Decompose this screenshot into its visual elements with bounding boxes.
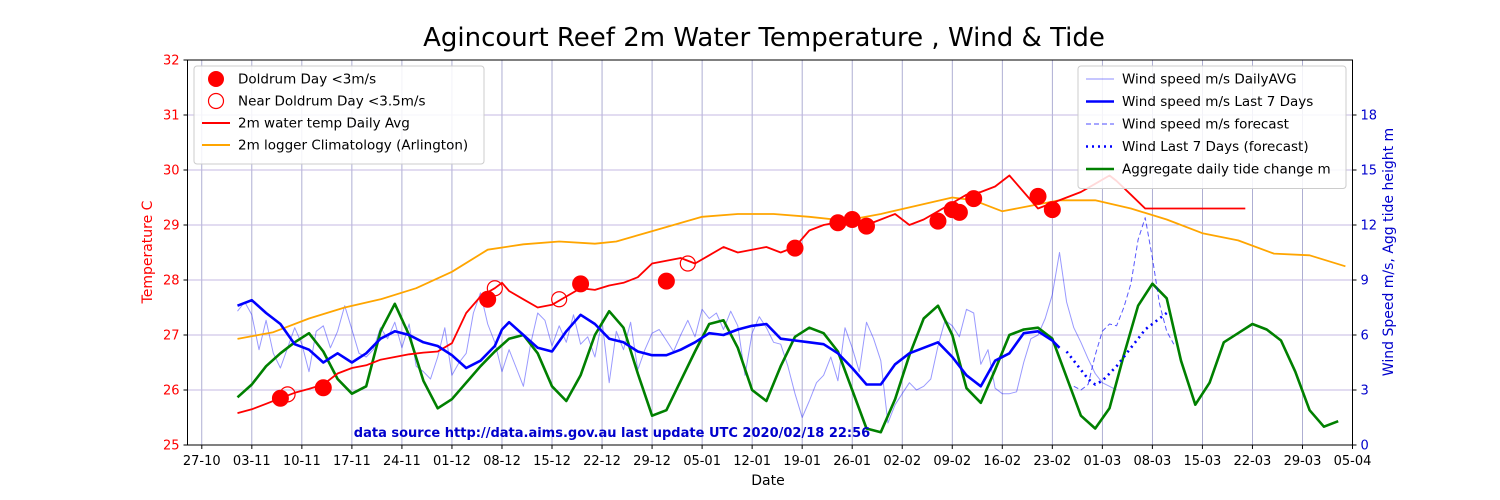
x-tick-label: 08-12 — [483, 454, 521, 469]
y-left-tick-label: 32 — [163, 54, 180, 69]
series-layer — [236, 174, 1346, 434]
y-left-tick-label: 27 — [163, 329, 180, 344]
marker-layer — [271, 187, 1061, 407]
doldrum-marker — [829, 214, 847, 232]
legend-swatch-near-doldrum — [207, 92, 225, 110]
x-tick-label: 02-02 — [883, 454, 921, 469]
x-tick-label: 16-02 — [983, 454, 1021, 469]
x-tick-label: 29-03 — [1284, 454, 1322, 469]
y-left-tick-label: 31 — [163, 109, 180, 124]
y-right-tick-label: 6 — [1361, 329, 1369, 344]
y-left-tick-label: 28 — [163, 274, 180, 289]
data-source-note: data source http://data.aims.gov.au last… — [354, 426, 870, 441]
x-tick-label: 05-04 — [1334, 454, 1372, 469]
doldrum-marker — [950, 203, 968, 221]
near-doldrum-marker — [486, 280, 503, 297]
x-tick-label: 01-03 — [1083, 454, 1121, 469]
legend-label: Aggregate daily tide change m — [1122, 162, 1331, 178]
legend-box — [1077, 65, 1347, 189]
legend-label: Near Doldrum Day <3.5m/s — [238, 94, 426, 110]
doldrum-marker — [479, 290, 497, 308]
x-tick-label: 22-12 — [583, 454, 621, 469]
legend-swatch-doldrum — [208, 71, 224, 87]
x-tick-label: 01-12 — [433, 454, 471, 469]
x-tick-label: 23-02 — [1033, 454, 1071, 469]
climatology-line — [237, 196, 1346, 340]
legend-right: Wind speed m/s DailyAVG Wind speed m/s La… — [1077, 65, 1347, 189]
wind-daily-avg-line — [237, 252, 1117, 424]
near-doldrum-marker — [279, 386, 296, 403]
wind-7day-line — [237, 298, 1061, 388]
x-tick-label: 22-03 — [1234, 454, 1272, 469]
y-left-tick-label: 25 — [163, 439, 180, 454]
axes: 27-10 03-11 10-11 17-11 24-11 01-12 08-12 15-12… — [163, 54, 1377, 470]
y-left-tick-label: 26 — [163, 384, 180, 399]
x-tick-label: 26-01 — [833, 454, 871, 469]
legend-label: Wind speed m/s forecast — [1122, 117, 1289, 133]
y-right-tick-label: 9 — [1361, 274, 1369, 289]
y-right-tick-label: 15 — [1361, 164, 1378, 179]
x-tick-label: 10-11 — [283, 454, 321, 469]
x-tick-label: 19-01 — [783, 454, 821, 469]
chart-title: Agincourt Reef 2m Water Temperature , Wi… — [423, 23, 1105, 53]
x-tick-label: 12-01 — [733, 454, 771, 469]
x-tick-label: 05-01 — [683, 454, 721, 469]
x-tick-label: 17-11 — [333, 454, 371, 469]
y-right-tick-label: 3 — [1361, 384, 1369, 399]
doldrum-marker — [657, 272, 675, 290]
y-right-tick-label: 18 — [1361, 109, 1378, 124]
wind-forecast-line — [1073, 217, 1175, 391]
legend-label: 2m logger Climatology (Arlington) — [238, 138, 468, 154]
legend-label: 2m water temp Daily Avg — [238, 116, 410, 132]
legend-box — [193, 65, 485, 165]
y-axis-left-label: Temperature C — [140, 200, 156, 304]
tide-change-line — [236, 282, 1339, 434]
doldrum-marker — [843, 211, 861, 228]
legend-label: Wind speed m/s DailyAVG — [1122, 72, 1297, 88]
x-tick-label: 29-12 — [633, 454, 671, 469]
doldrum-marker — [857, 217, 875, 235]
legend-left: Doldrum Day <3m/s Near Doldrum Day <3.5m/… — [193, 65, 485, 165]
y-right-tick-label: 12 — [1361, 219, 1378, 234]
x-tick-label: 15-12 — [533, 454, 571, 469]
water-temp-line — [237, 174, 1246, 414]
doldrum-marker — [1029, 187, 1047, 205]
x-tick-label: 08-03 — [1133, 454, 1171, 469]
x-tick-label: 09-02 — [933, 454, 971, 469]
legend-label: Doldrum Day <3m/s — [238, 72, 376, 88]
x-tick-label: 03-11 — [233, 454, 271, 469]
doldrum-marker — [314, 379, 332, 397]
wind-7day-forecast-line — [1065, 311, 1168, 386]
y-right-tick-label: 0 — [1361, 439, 1369, 454]
doldrum-marker — [572, 275, 590, 293]
near-doldrum-marker — [679, 255, 696, 272]
y-axis-right-label: Wind Speed m/s, Agg tide height m — [1381, 128, 1397, 376]
x-tick-label: 27-10 — [183, 454, 221, 469]
legend-label: Wind speed m/s Last 7 Days — [1122, 94, 1313, 110]
doldrum-marker — [271, 389, 289, 407]
doldrum-marker — [1043, 201, 1061, 219]
y-left-tick-label: 30 — [163, 164, 180, 179]
legend-label: Wind Last 7 Days (forecast) — [1122, 139, 1309, 155]
y-left-tick-label: 29 — [163, 219, 180, 234]
plot-frame — [187, 59, 1353, 446]
x-axis-label: Date — [751, 473, 784, 489]
x-tick-label: 24-11 — [383, 454, 421, 469]
doldrum-marker — [929, 212, 947, 230]
doldrum-marker — [965, 190, 983, 208]
near-doldrum-marker — [551, 291, 568, 308]
x-tick-label: 15-03 — [1184, 454, 1222, 469]
doldrum-marker — [786, 239, 804, 257]
